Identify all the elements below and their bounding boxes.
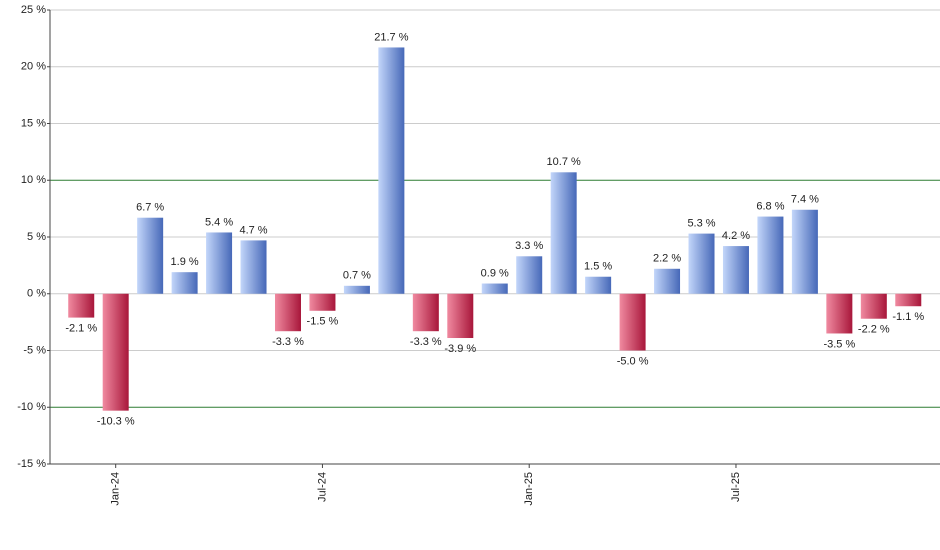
bar xyxy=(240,240,267,294)
bar xyxy=(516,256,543,294)
bar xyxy=(309,293,336,311)
value-label: 5.3 % xyxy=(687,218,715,230)
bar xyxy=(412,293,439,332)
value-label: 4.7 % xyxy=(239,224,267,236)
value-label: -1.5 % xyxy=(307,316,339,328)
x-tick-label: Jul-24 xyxy=(316,472,328,502)
bar xyxy=(102,293,129,411)
bar xyxy=(722,246,749,294)
value-label: -3.3 % xyxy=(410,336,442,348)
value-label: 10.7 % xyxy=(547,156,581,168)
value-label: 4.2 % xyxy=(722,230,750,242)
bar xyxy=(68,293,95,318)
bar xyxy=(206,232,233,294)
bar xyxy=(791,209,818,294)
value-label: 21.7 % xyxy=(374,31,408,43)
bar xyxy=(826,293,853,334)
value-label: 2.2 % xyxy=(653,253,681,265)
y-tick-label: 20 % xyxy=(21,61,46,73)
value-label: 0.7 % xyxy=(343,270,371,282)
value-label: -1.1 % xyxy=(892,311,924,323)
value-label: 3.3 % xyxy=(515,240,543,252)
y-tick-label: 25 % xyxy=(21,4,46,16)
bar xyxy=(550,172,577,294)
bar xyxy=(688,233,715,294)
value-label: -2.2 % xyxy=(858,324,890,336)
y-tick-label: -5 % xyxy=(23,344,46,356)
value-label: 1.9 % xyxy=(171,256,199,268)
bar xyxy=(895,293,922,307)
value-label: 5.4 % xyxy=(205,216,233,228)
value-label: -5.0 % xyxy=(617,355,649,367)
value-label: -3.3 % xyxy=(272,336,304,348)
value-label: -3.5 % xyxy=(823,338,855,350)
bar xyxy=(585,276,612,294)
y-tick-label: 10 % xyxy=(21,174,46,186)
bar xyxy=(447,293,474,339)
value-label: -2.1 % xyxy=(65,322,97,334)
bar xyxy=(378,47,405,294)
value-label: 1.5 % xyxy=(584,261,612,273)
value-label: 6.7 % xyxy=(136,202,164,214)
bar xyxy=(274,293,301,332)
y-tick-label: 0 % xyxy=(27,288,46,300)
value-label: -3.9 % xyxy=(444,343,476,355)
x-tick-label: Jan-25 xyxy=(523,472,535,506)
bar xyxy=(343,285,370,294)
value-label: -10.3 % xyxy=(97,416,135,428)
value-label: 0.9 % xyxy=(481,267,509,279)
x-tick-label: Jul-25 xyxy=(730,472,742,502)
y-tick-label: 5 % xyxy=(27,231,46,243)
bar xyxy=(860,293,887,319)
y-tick-label: -15 % xyxy=(17,458,46,470)
bar xyxy=(171,272,198,294)
bar xyxy=(654,268,681,294)
value-label: 7.4 % xyxy=(791,194,819,206)
y-tick-label: 15 % xyxy=(21,117,46,129)
bar xyxy=(481,283,508,294)
bar xyxy=(619,293,646,351)
y-tick-label: -10 % xyxy=(17,401,46,413)
value-label: 6.8 % xyxy=(756,200,784,212)
x-tick-label: Jan-24 xyxy=(110,472,122,506)
bar xyxy=(137,217,164,294)
bar xyxy=(757,216,784,294)
